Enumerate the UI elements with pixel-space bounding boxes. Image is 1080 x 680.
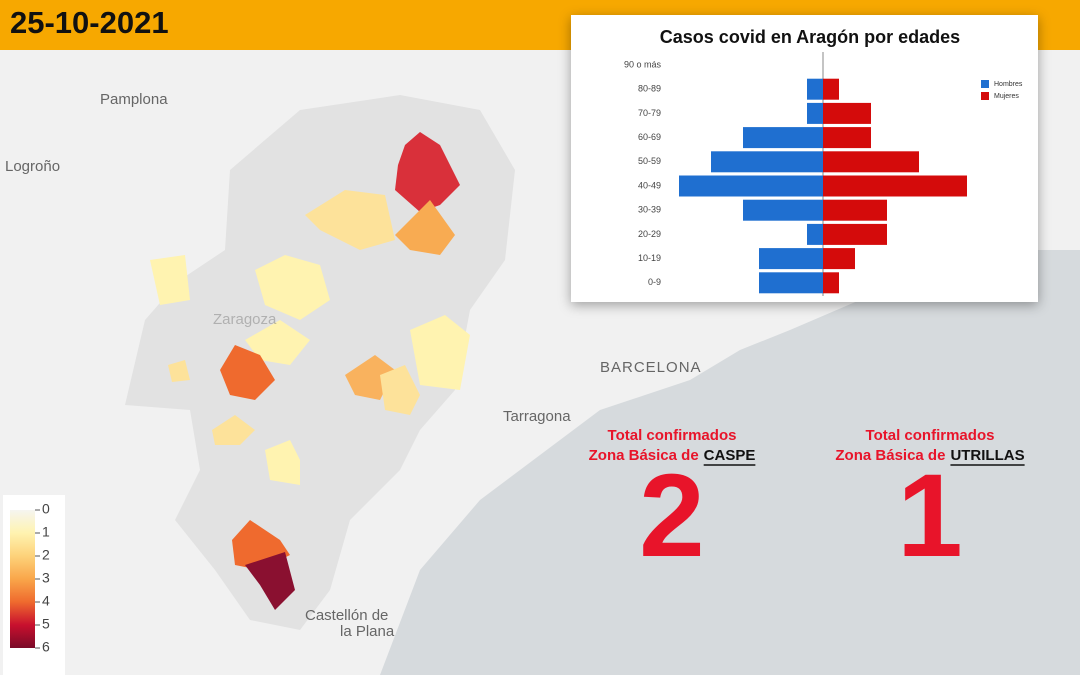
region (395, 132, 460, 212)
region (395, 200, 455, 255)
city-label: Zaragoza (213, 311, 277, 328)
bar (823, 272, 839, 294)
legend-tick-label: 1 (42, 524, 50, 540)
bar (823, 78, 839, 100)
y-tick-label: 50-59 (638, 156, 661, 166)
bar (823, 127, 871, 149)
bar (743, 199, 823, 221)
bar (823, 248, 855, 270)
legend-tick-label: 4 (42, 593, 50, 609)
stat-prefix: Zona Básica de (835, 447, 945, 464)
y-tick-label: 40-49 (638, 180, 661, 190)
city-label: Castellón de (305, 607, 388, 624)
legend-label: Hombres (994, 81, 1023, 88)
legend-label: Mujeres (994, 93, 1019, 100)
region (168, 360, 190, 382)
city-label: Pamplona (100, 91, 168, 108)
region (265, 440, 300, 485)
stat-zone-line: Zona Básica de UTRILLAS (835, 447, 1024, 464)
bar (823, 199, 887, 221)
bar (759, 272, 823, 294)
bar (807, 78, 823, 100)
legend-tick-label: 5 (42, 616, 50, 632)
bar (711, 151, 823, 173)
legend-swatch (981, 92, 989, 100)
legend-swatch (981, 80, 989, 88)
city-label: Tarragona (503, 408, 571, 425)
stat-value: 1 (897, 450, 963, 582)
legend-tick-label: 0 (42, 501, 50, 517)
stat-zone: CASPE (704, 447, 756, 464)
bar (807, 102, 823, 124)
bar (823, 223, 887, 245)
y-tick-label: 10-19 (638, 253, 661, 263)
region (380, 365, 420, 415)
region (150, 255, 190, 305)
bar (679, 175, 823, 197)
region (245, 552, 295, 610)
city-label: la Plana (340, 623, 395, 640)
city-label: BARCELONA (600, 359, 702, 376)
bar (759, 248, 823, 270)
stat-value: 2 (639, 450, 705, 582)
y-tick-label: 80-89 (638, 84, 661, 94)
region (255, 255, 330, 320)
y-tick-label: 30-39 (638, 205, 661, 215)
stat-zone-line: Zona Básica de CASPE (589, 447, 756, 464)
sea (380, 250, 1080, 675)
y-tick-label: 70-79 (638, 108, 661, 118)
city-label: Logroño (5, 158, 60, 175)
bar (823, 151, 919, 173)
region (212, 415, 255, 445)
bar (823, 175, 967, 197)
bar (743, 127, 823, 149)
region (410, 315, 470, 390)
stat-zone: UTRILLAS (950, 447, 1024, 464)
stat-prefix: Zona Básica de (589, 447, 699, 464)
legend-tick-label: 6 (42, 639, 50, 655)
legend-tick-label: 3 (42, 570, 50, 586)
stat-label: Total confirmados (866, 427, 995, 444)
stat-label: Total confirmados (608, 427, 737, 444)
y-tick-label: 90 o más (624, 59, 662, 69)
y-tick-label: 60-69 (638, 132, 661, 142)
y-tick-label: 0-9 (648, 277, 661, 287)
y-tick-label: 20-29 (638, 229, 661, 239)
region (305, 190, 395, 250)
chart-title: Casos covid en Aragón por edades (660, 27, 960, 47)
date: 25-10-2021 (10, 5, 169, 40)
region (245, 320, 310, 365)
bar (823, 102, 871, 124)
bar (807, 223, 823, 245)
legend-tick-label: 2 (42, 547, 50, 563)
region (220, 345, 275, 400)
colorbar (10, 510, 35, 648)
